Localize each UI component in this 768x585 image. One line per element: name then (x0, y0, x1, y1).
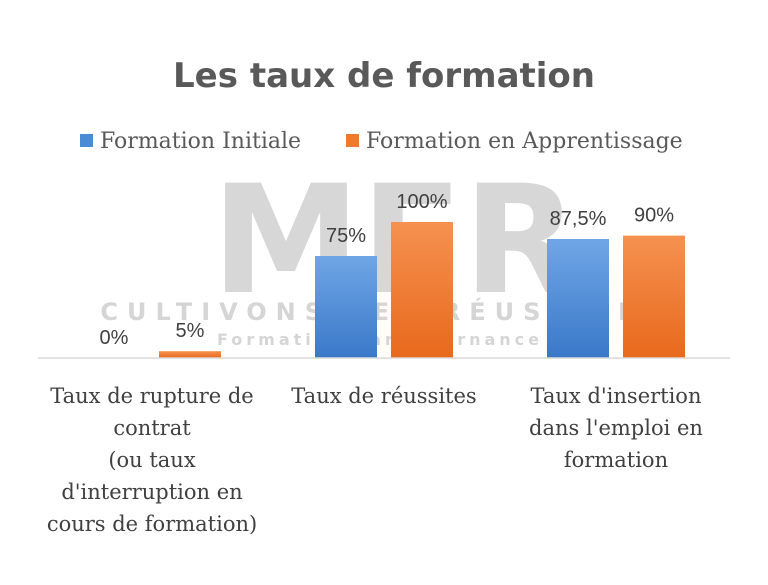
bars (159, 222, 685, 358)
category-label-1-line-4: d'interruption en (61, 480, 242, 504)
legend-label-1: Formation Initiale (100, 129, 301, 154)
data-labels: 0% 75% 87,5% 5% 100% 90% (100, 191, 675, 349)
bar-2-1 (159, 351, 221, 358)
legend-swatch-1 (80, 134, 93, 147)
data-label-1-3: 87,5% (550, 208, 607, 230)
category-label-1-line-3: (ou taux (108, 448, 196, 472)
data-label-2-2: 100% (396, 191, 447, 213)
category-label-1-line-1: Taux de rupture de (50, 384, 253, 408)
data-label-1-2: 75% (326, 225, 366, 247)
category-label-3: Taux d'insertion dans l'emploi en formatio… (529, 384, 703, 472)
legend-swatch-2 (346, 134, 359, 147)
category-label-1-line-5: cours de formation) (47, 512, 257, 536)
bar-1-3 (547, 239, 609, 358)
category-label-3-line-2: dans l'emploi en (529, 416, 703, 440)
category-label-2-line-1: Taux de réussites (291, 384, 476, 408)
legend-label-2: Formation en Apprentissage (366, 129, 683, 154)
bar-1-2 (315, 256, 377, 358)
bar-2-2 (391, 222, 453, 358)
chart-title: Les taux de formation (173, 56, 595, 96)
category-label-3-line-1: Taux d'insertion (531, 384, 702, 408)
category-labels: Taux de rupture de contrat (ou taux d'inter… (47, 384, 703, 536)
data-label-1-1: 0% (100, 327, 129, 349)
watermark-small-text: Formation par alternance (217, 330, 543, 349)
category-label-1-line-2: contrat (113, 416, 191, 440)
category-label-3-line-3: formation (564, 448, 668, 472)
data-label-2-1: 5% (176, 320, 205, 342)
legend: Formation Initiale Formation en Apprentis… (80, 129, 683, 154)
data-label-2-3: 90% (634, 205, 674, 227)
category-label-2: Taux de réussites (291, 384, 476, 408)
category-label-1: Taux de rupture de contrat (ou taux d'inter… (47, 384, 257, 536)
bar-2-3 (623, 235, 685, 358)
